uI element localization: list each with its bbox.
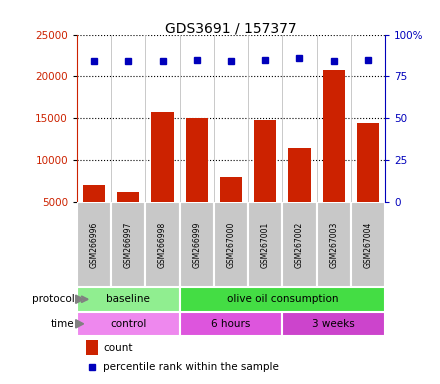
Text: GSM267004: GSM267004 [363, 221, 372, 268]
Text: GSM266996: GSM266996 [90, 221, 99, 268]
Bar [77, 202, 111, 287]
Bar [282, 311, 385, 336]
Bar [146, 202, 180, 287]
Text: GSM267000: GSM267000 [227, 221, 235, 268]
Bar [248, 202, 282, 287]
Bar [316, 202, 351, 287]
Bar [282, 202, 316, 287]
Bar [117, 192, 139, 244]
Bar [220, 177, 242, 244]
Bar [357, 122, 379, 244]
Bar [77, 287, 180, 311]
Text: GSM266998: GSM266998 [158, 222, 167, 268]
Text: GSM267003: GSM267003 [329, 221, 338, 268]
Text: 6 hours: 6 hours [211, 319, 251, 329]
Text: GSM266999: GSM266999 [192, 221, 201, 268]
Bar [111, 202, 146, 287]
Text: percentile rank within the sample: percentile rank within the sample [103, 362, 279, 372]
Text: protocol: protocol [32, 294, 75, 304]
Text: olive oil consumption: olive oil consumption [227, 294, 338, 304]
Bar [180, 202, 214, 287]
Bar [180, 311, 282, 336]
Bar [151, 113, 174, 244]
Bar [254, 120, 276, 244]
Text: count: count [103, 343, 133, 353]
Bar [186, 118, 208, 244]
Text: control: control [110, 319, 147, 329]
Bar [214, 202, 248, 287]
Bar [323, 70, 345, 244]
Text: GSM267001: GSM267001 [261, 222, 270, 268]
Bar [288, 147, 311, 244]
Bar [351, 202, 385, 287]
Text: GDS3691 / 157377: GDS3691 / 157377 [165, 21, 297, 35]
Bar [83, 185, 105, 244]
Bar [180, 287, 385, 311]
Bar [86, 340, 98, 356]
Text: baseline: baseline [106, 294, 150, 304]
Text: 3 weeks: 3 weeks [312, 319, 355, 329]
Text: GSM267002: GSM267002 [295, 222, 304, 268]
Text: GSM266997: GSM266997 [124, 221, 133, 268]
Bar [77, 311, 180, 336]
Text: time: time [51, 319, 75, 329]
